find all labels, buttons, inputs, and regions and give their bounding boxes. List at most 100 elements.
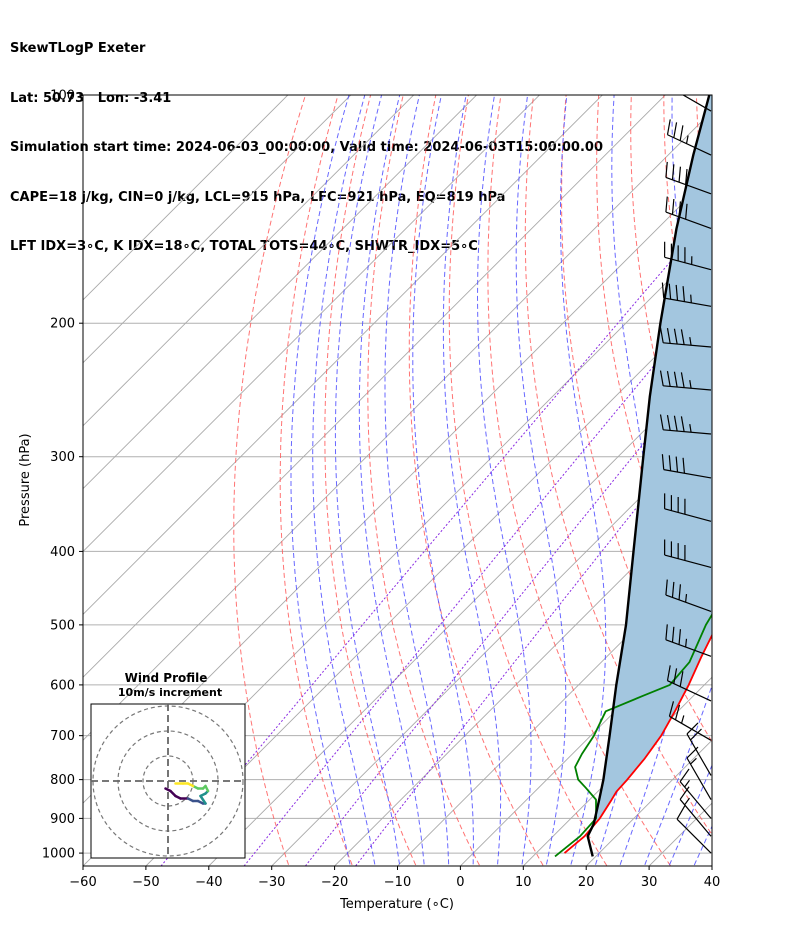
cape-line: CAPE=18 j/kg, CIN=0 j/kg, LCL=915 hPa, L…	[10, 189, 506, 205]
barb-half-flag	[685, 638, 688, 648]
barb-flag	[665, 579, 668, 596]
isotherm	[459, 613, 712, 866]
barb-half-flag	[684, 797, 690, 806]
barb-flag	[665, 624, 668, 640]
barb-flag	[673, 371, 678, 388]
wind-barb	[681, 79, 712, 112]
isotherm	[83, 95, 352, 364]
y-tick-label: 600	[50, 678, 75, 693]
barb-flag	[659, 414, 664, 430]
dry-adiabat	[367, 95, 481, 866]
barb-flag	[671, 164, 675, 180]
y-tick-label: 700	[50, 729, 75, 744]
wind-barb	[676, 805, 712, 854]
barb-staff	[663, 469, 712, 479]
wind-barb	[686, 722, 712, 776]
barb-flag	[685, 169, 688, 185]
dry-adiabat	[561, 95, 712, 743]
barb-staff	[679, 781, 712, 819]
barb-staff	[664, 256, 712, 271]
isotherm	[83, 95, 415, 427]
y-axis-label: Pressure (hPa)	[18, 433, 33, 526]
barb-staff	[667, 680, 712, 702]
barb-flag	[685, 203, 688, 220]
moist-adiabat	[412, 95, 474, 866]
barb-half-flag	[685, 593, 688, 603]
dry-adiabat	[408, 95, 544, 866]
barb-flag	[668, 701, 675, 717]
y-tick-label: 400	[50, 545, 75, 560]
mixing-ratio-line	[354, 412, 712, 866]
y-tick-label: 1000	[42, 847, 75, 862]
time-line: Simulation start time: 2024-06-03_00:00:…	[10, 140, 603, 155]
y-tick-label: 200	[50, 317, 75, 332]
dry-adiabat	[596, 95, 712, 645]
temperature-line	[563, 633, 712, 854]
barb-flag	[680, 416, 685, 432]
wind-barb	[664, 539, 712, 569]
barb-flag	[673, 415, 678, 432]
isotherm	[271, 425, 712, 866]
wind-barb	[661, 454, 712, 479]
x-tick-label: −30	[258, 875, 285, 890]
barb-half-flag	[689, 424, 692, 433]
moist-adiabat	[594, 95, 653, 866]
barb-flag	[661, 454, 665, 470]
x-tick-label: −20	[321, 875, 348, 890]
barb-flag	[690, 728, 702, 741]
location-line: Lat: 50.73 Lon: -3.41	[10, 90, 172, 106]
barb-flag	[665, 196, 668, 213]
moist-adiabat	[312, 95, 376, 866]
y-tick-label: 800	[50, 773, 75, 788]
barb-staff	[686, 757, 712, 800]
y-tick-label: 500	[50, 618, 75, 633]
y-tick-label: 900	[50, 812, 75, 827]
barb-flag	[673, 122, 678, 138]
parcel-line	[586, 95, 711, 857]
hodograph-title: Wind Profile	[125, 671, 208, 685]
wind-barb	[666, 119, 712, 156]
isotherm	[333, 487, 712, 866]
barb-flag	[678, 629, 682, 645]
barb-staff	[663, 342, 712, 348]
wind-barb	[665, 579, 712, 613]
barb-flag	[666, 665, 671, 681]
dry-adiabat	[760, 78, 794, 872]
dry-adiabat	[324, 95, 417, 866]
barb-staff	[686, 733, 712, 776]
x-tick-label: −40	[195, 875, 222, 890]
barb-staff	[679, 799, 712, 837]
wind-barb	[666, 665, 712, 702]
wind-barb	[679, 768, 712, 819]
barb-flag	[682, 286, 686, 302]
moist-adiabat	[334, 95, 401, 866]
barb-half-flag	[680, 715, 685, 724]
barb-staff	[664, 554, 712, 569]
isotherm	[396, 550, 712, 866]
barb-staff	[663, 385, 712, 391]
mixing-ratio-line	[243, 295, 712, 866]
x-tick-label: 20	[578, 875, 595, 890]
moist-adiabat	[358, 95, 425, 866]
barb-staff	[665, 594, 712, 613]
barb-flag	[666, 119, 671, 135]
barb-staff	[663, 429, 712, 435]
barb-flag	[682, 79, 686, 94]
isotherm	[208, 362, 712, 866]
barb-half-flag	[689, 380, 692, 389]
wind-barb	[668, 701, 712, 741]
x-tick-label: 10	[515, 875, 532, 890]
barb-staff	[665, 211, 712, 230]
barb-half-flag	[685, 135, 689, 144]
barb-staff	[669, 715, 712, 741]
barb-staff	[665, 176, 712, 195]
barb-staff	[663, 297, 712, 307]
hodograph-subtitle: 10m/s increment	[118, 686, 222, 699]
barb-staff	[665, 639, 712, 657]
barb-flag	[678, 201, 682, 217]
isotherm	[83, 95, 666, 678]
barb-flag	[666, 415, 671, 431]
barb-flag	[675, 284, 679, 301]
wind-barb	[679, 786, 712, 837]
dry-adiabat	[728, 78, 794, 872]
